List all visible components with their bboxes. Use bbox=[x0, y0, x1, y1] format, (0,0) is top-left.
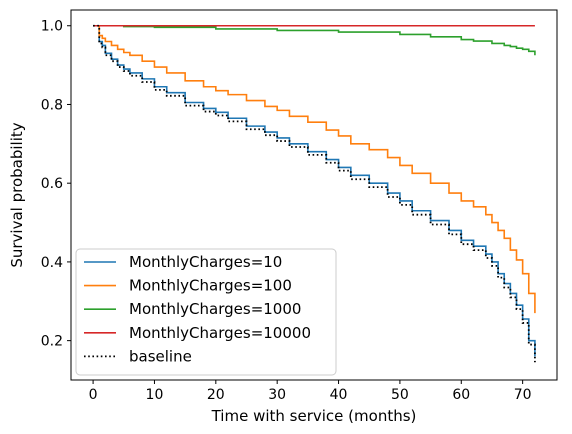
legend-box bbox=[75, 248, 337, 376]
series-line-monthlycharges-100 bbox=[93, 24, 536, 314]
x-tick-label: 50 bbox=[391, 387, 409, 403]
series-line-baseline bbox=[93, 24, 536, 363]
y-tick-label: 0.6 bbox=[41, 176, 63, 192]
x-tick-label: 10 bbox=[146, 387, 164, 403]
x-tick-label: 20 bbox=[207, 387, 225, 403]
legend: MonthlyCharges=10 MonthlyCharges=100 Month… bbox=[75, 248, 337, 376]
legend-label-0: MonthlyCharges=10 bbox=[129, 253, 282, 271]
x-tick-label: 30 bbox=[268, 387, 286, 403]
x-axis: 0 10 20 30 40 50 60 70 bbox=[89, 380, 532, 403]
series-group bbox=[93, 24, 536, 363]
x-tick-label: 40 bbox=[330, 387, 348, 403]
y-tick-label: 0.8 bbox=[41, 97, 63, 113]
y-tick-label: 0.4 bbox=[41, 255, 63, 271]
y-axis: 0.2 0.4 0.6 0.8 1.0 bbox=[41, 19, 71, 350]
x-axis-label: Time with service (months) bbox=[211, 407, 417, 425]
legend-label-1: MonthlyCharges=100 bbox=[129, 277, 292, 295]
x-tick-label: 0 bbox=[89, 387, 98, 403]
legend-label-3: MonthlyCharges=10000 bbox=[129, 324, 311, 342]
y-tick-label: 1.0 bbox=[41, 19, 63, 35]
legend-label-4: baseline bbox=[129, 347, 192, 365]
plot-frame bbox=[70, 9, 558, 381]
x-tick-label: 70 bbox=[514, 387, 532, 403]
y-tick-label: 0.2 bbox=[41, 334, 63, 350]
series-line-monthlycharges-1000 bbox=[93, 24, 536, 56]
y-axis-label: Survival probability bbox=[8, 122, 26, 267]
legend-label-2: MonthlyCharges=1000 bbox=[129, 300, 301, 318]
series-line-monthlycharges-10 bbox=[93, 24, 536, 357]
x-tick-label: 60 bbox=[452, 387, 470, 403]
